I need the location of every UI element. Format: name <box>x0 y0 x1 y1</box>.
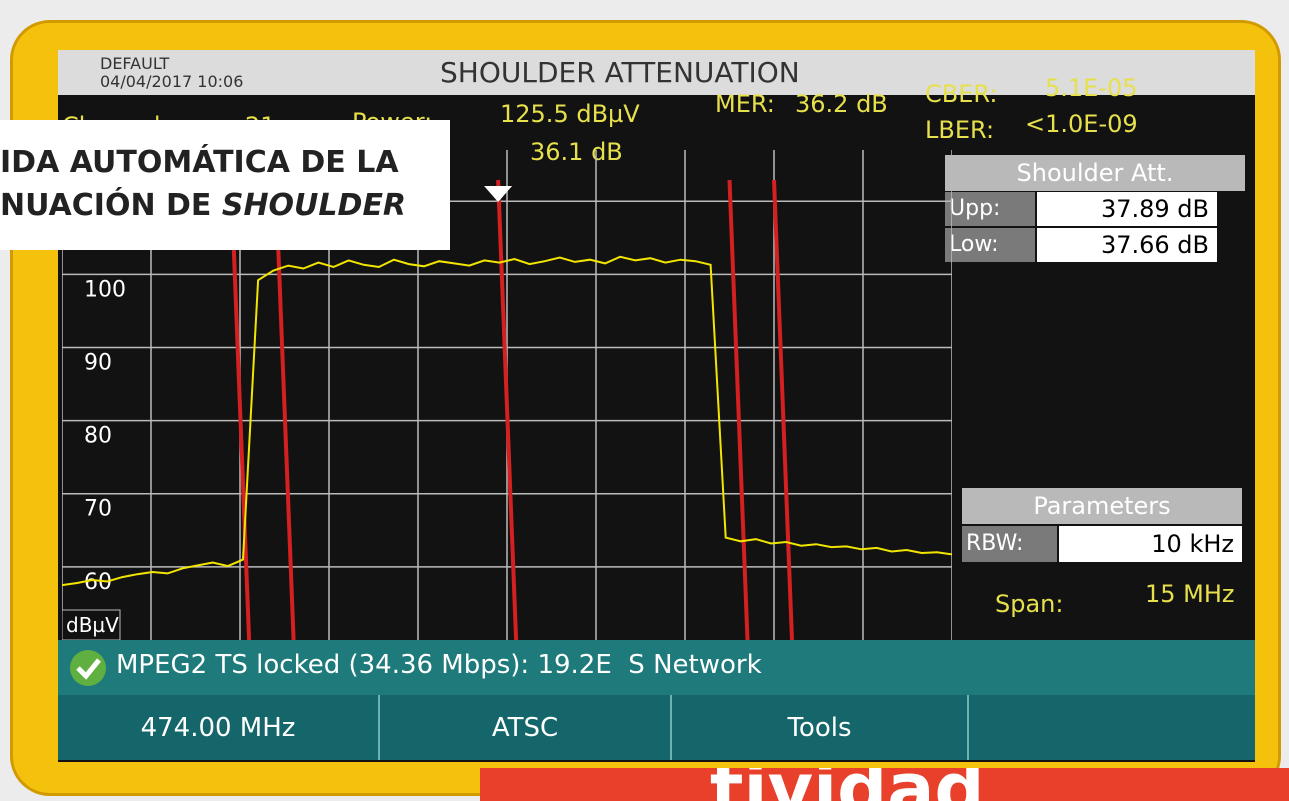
y-tick-label: 100 <box>84 277 126 302</box>
marker-line <box>772 179 794 640</box>
callout-emphasis: SHOULDER <box>221 188 407 223</box>
marker-line <box>496 179 519 640</box>
cber-label: CBER: <box>925 80 998 108</box>
softkey[interactable]: Tools <box>672 695 969 760</box>
power-value: 125.5 dBµV <box>500 100 640 128</box>
power-secondary: 36.1 dB <box>530 138 623 166</box>
cber-value: 5.1E-05 <box>1045 74 1138 102</box>
status-bar: MPEG2 TS locked (34.36 Mbps): 19.2E S Ne… <box>58 640 1255 695</box>
span-value: 15 MHz <box>1145 580 1235 608</box>
span-label: Span: <box>995 590 1064 618</box>
softkey-bar: 474.00 MHz ATSC Tools <box>58 695 1255 760</box>
lber-label: LBER: <box>925 116 995 144</box>
callout-text: NUACIÓN DE <box>0 188 222 223</box>
softkey[interactable]: 474.00 MHz <box>58 695 380 760</box>
marker-line <box>229 179 252 640</box>
center-marker <box>484 186 513 202</box>
y-tick-label: 90 <box>84 350 112 375</box>
callout: IDA AUTOMÁTICA DE LA NUACIÓN DE SHOULDER <box>0 120 450 250</box>
lock-icon <box>70 650 106 686</box>
mer-value: 36.2 dB <box>795 90 888 118</box>
y-tick-label: 70 <box>84 497 112 522</box>
upp-value: 37.89 dB <box>1037 192 1217 226</box>
low-value: 37.66 dB <box>1037 228 1217 262</box>
softkey[interactable]: ATSC <box>380 695 672 760</box>
mer-label: MER: <box>715 90 775 118</box>
y-tick-label: 80 <box>84 424 112 449</box>
status-text: MPEG2 TS locked (34.36 Mbps): 19.2E S Ne… <box>116 650 762 680</box>
banner-text: tividad <box>710 768 985 801</box>
screen-title: SHOULDER ATTENUATION <box>440 56 800 89</box>
low-label: Low: <box>945 228 1035 262</box>
banner: tividad <box>480 768 1289 801</box>
profile: DEFAULT <box>100 54 170 73</box>
marker-line <box>727 179 750 640</box>
lber-value: <1.0E-09 <box>1025 110 1138 138</box>
rbw-label: RBW: <box>962 526 1057 562</box>
parameters-header: Parameters <box>962 488 1242 524</box>
callout-line: NUACIÓN DE SHOULDER <box>0 188 406 223</box>
trace <box>62 255 952 587</box>
shoulder-header: Shoulder Att. <box>945 155 1245 191</box>
softkey[interactable] <box>969 695 1255 760</box>
upp-label: Upp: <box>945 192 1035 226</box>
unit-box <box>62 609 121 640</box>
callout-line: IDA AUTOMÁTICA DE LA <box>0 145 399 180</box>
datetime: 04/04/2017 10:06 <box>100 72 244 91</box>
rbw-value: 10 kHz <box>1059 526 1242 562</box>
title-strip <box>58 50 1255 95</box>
marker-line <box>273 179 296 640</box>
y-unit: dBµV <box>66 613 119 637</box>
